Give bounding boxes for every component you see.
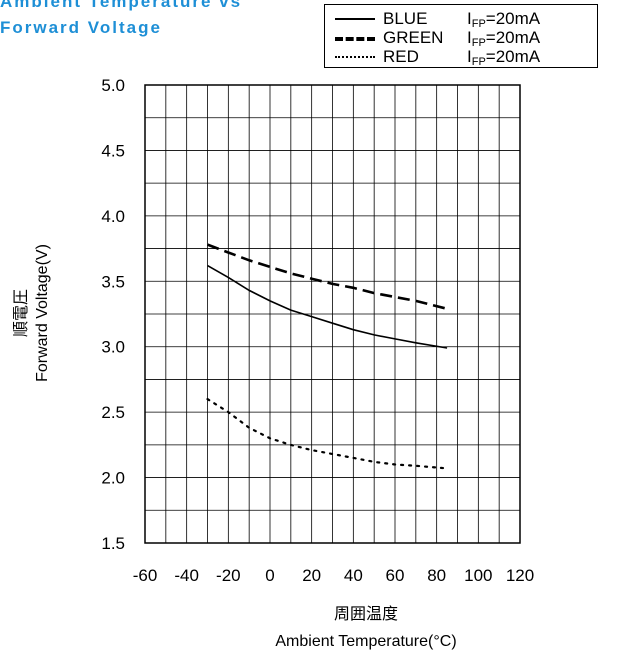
series-line-blue bbox=[207, 264, 448, 349]
legend-condition-red: IFP=20mA bbox=[467, 47, 541, 68]
x-tick-label: 100 bbox=[464, 566, 492, 585]
legend-label-blue: BLUE bbox=[383, 9, 428, 28]
y-axis-ticks: 1.5 2.0 2.5 3.0 3.5 4.0 4.5 5.0 bbox=[101, 76, 125, 553]
x-axis-ticks: -60 -40 -20 0 20 40 60 80 100 120 bbox=[133, 566, 534, 585]
legend-label-red: RED bbox=[383, 47, 419, 66]
y-tick-label: 3.5 bbox=[101, 272, 125, 291]
plot-frame bbox=[144, 84, 521, 544]
x-tick-label: 40 bbox=[344, 566, 363, 585]
y-tick-label: 4.0 bbox=[101, 207, 125, 226]
legend: BLUE IFP=20mA GREEN IFP=20mA RED IFP=20m… bbox=[324, 4, 598, 68]
x-axis-label-jp: 周囲温度 bbox=[334, 605, 398, 623]
grid-lines bbox=[145, 85, 520, 543]
y-tick-label: 4.5 bbox=[101, 141, 125, 160]
y-axis-label-jp: 順電圧 bbox=[12, 289, 30, 337]
y-tick-label: 5.0 bbox=[101, 76, 125, 95]
x-tick-label: 20 bbox=[302, 566, 321, 585]
legend-label-green: GREEN bbox=[383, 28, 444, 47]
legend-swatch-dotted bbox=[335, 56, 375, 58]
legend-swatch-solid bbox=[335, 18, 375, 20]
y-tick-label: 2.5 bbox=[101, 403, 125, 422]
legend-condition-green: IFP=20mA bbox=[467, 28, 541, 49]
x-axis-label: Ambient Temperature(°C) bbox=[275, 633, 456, 650]
y-axis-label: Forward Voltage(V) bbox=[34, 244, 51, 382]
legend-item-blue: BLUE IFP=20mA bbox=[325, 9, 597, 30]
x-tick-label: 80 bbox=[427, 566, 446, 585]
legend-item-red: RED IFP=20mA bbox=[325, 47, 597, 68]
chart-title-line-2: Forward Voltage bbox=[0, 18, 162, 37]
x-tick-label: -60 bbox=[133, 566, 158, 585]
x-tick-label: 60 bbox=[386, 566, 405, 585]
legend-item-green: GREEN IFP=20mA bbox=[325, 28, 597, 49]
chart-title-line-1: Ambient Temperature vs bbox=[0, 0, 243, 11]
x-tick-label: 120 bbox=[506, 566, 534, 585]
y-tick-label: 3.0 bbox=[101, 338, 125, 357]
x-tick-label: -20 bbox=[216, 566, 241, 585]
x-tick-label: -40 bbox=[174, 566, 199, 585]
series-lines bbox=[206, 243, 449, 470]
x-tick-label: 0 bbox=[265, 566, 274, 585]
legend-swatch-dashed bbox=[335, 37, 375, 41]
series-line-red bbox=[206, 398, 449, 470]
y-tick-label: 1.5 bbox=[101, 534, 125, 553]
y-tick-label: 2.0 bbox=[101, 469, 125, 488]
series-line-green bbox=[207, 243, 448, 311]
legend-condition-blue: IFP=20mA bbox=[467, 9, 541, 30]
